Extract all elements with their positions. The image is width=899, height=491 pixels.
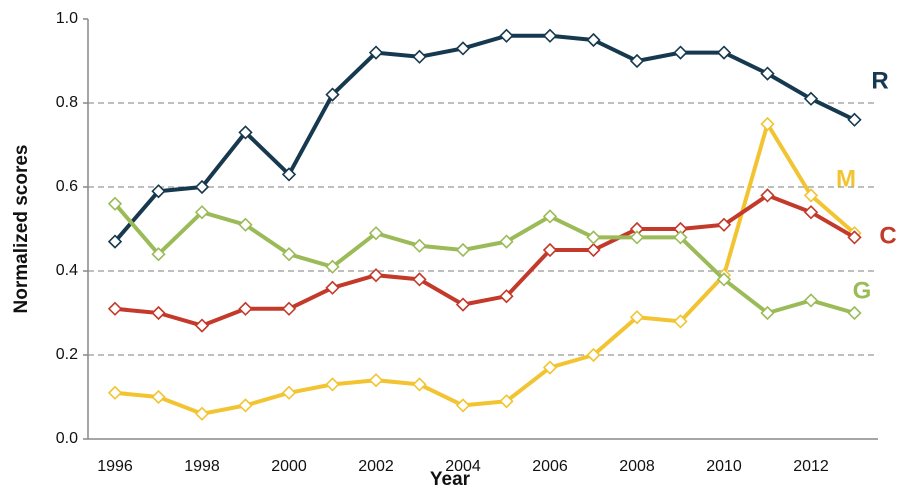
data-point [194, 318, 210, 333]
data-point [107, 301, 123, 316]
data-point [151, 184, 166, 199]
data-point [673, 230, 688, 245]
data-point [760, 66, 775, 81]
data-point [455, 297, 471, 312]
data-point [368, 268, 384, 283]
data-point [803, 293, 819, 308]
x-tick-label: 2000 [271, 458, 307, 475]
y-tick-label: 0.0 [56, 430, 78, 447]
data-point [368, 226, 384, 241]
data-point [803, 188, 819, 203]
data-point [412, 238, 427, 253]
data-point [803, 205, 819, 220]
data-point [716, 217, 732, 232]
data-point [455, 242, 471, 258]
data-point [194, 179, 210, 195]
data-point [194, 205, 210, 220]
series-label: C [879, 222, 896, 249]
y-tick-label: 0.8 [56, 94, 78, 111]
data-point [542, 28, 558, 43]
y-tick-label: 0.2 [56, 346, 78, 363]
data-point [716, 272, 732, 287]
y-tick-label: 0.4 [56, 262, 78, 279]
series-line [114, 193, 856, 328]
data-point [368, 373, 384, 388]
x-tick-label: 2008 [619, 458, 655, 475]
data-point [238, 398, 253, 413]
y-axis-title: Normalized scores [11, 145, 32, 314]
data-point [151, 305, 166, 321]
data-point [499, 234, 514, 249]
data-point [238, 125, 253, 140]
data-point [629, 53, 645, 69]
x-tick-label: 2002 [358, 458, 394, 475]
data-point [325, 280, 340, 295]
data-point [499, 289, 514, 304]
data-point [542, 209, 558, 224]
data-point [281, 301, 297, 316]
data-point [586, 32, 601, 48]
data-point [760, 188, 775, 203]
series-line [113, 202, 856, 315]
data-point [847, 112, 862, 127]
data-point [542, 360, 558, 375]
data-point [107, 234, 123, 249]
data-point [325, 259, 340, 274]
data-point [238, 217, 253, 232]
data-point [412, 272, 427, 287]
data-point [629, 310, 645, 325]
x-tick-label: 1998 [184, 458, 220, 475]
x-tick-label: 1996 [97, 458, 133, 475]
x-tick-label: 2012 [793, 458, 829, 475]
data-point [325, 87, 340, 102]
y-tick-label: 0.6 [56, 178, 78, 195]
data-point [499, 394, 514, 409]
data-point [455, 41, 471, 56]
data-point [412, 49, 427, 64]
data-point [586, 242, 601, 258]
data-point [542, 242, 558, 258]
data-point [499, 28, 514, 43]
data-point [586, 230, 601, 245]
data-point [412, 377, 427, 392]
data-point [673, 314, 688, 329]
data-point [455, 398, 471, 413]
data-point [194, 406, 210, 421]
series-label: M [836, 165, 856, 192]
series-line [113, 33, 856, 243]
data-point [107, 196, 123, 211]
series-label: R [871, 67, 888, 94]
data-point [629, 230, 645, 245]
data-point [281, 167, 297, 182]
data-point [368, 45, 384, 60]
data-point [760, 116, 775, 132]
x-tick-label: 2004 [445, 458, 481, 475]
data-point [281, 247, 297, 262]
data-point [586, 347, 601, 363]
data-point [151, 247, 166, 262]
x-tick-label: 2010 [706, 458, 742, 475]
data-point [716, 45, 732, 60]
data-point [847, 305, 862, 321]
data-point [107, 385, 123, 400]
data-point [325, 377, 340, 392]
data-point [238, 301, 253, 316]
data-point [760, 305, 775, 321]
data-point [673, 45, 688, 60]
data-point [281, 385, 297, 400]
x-tick-label: 2006 [532, 458, 568, 475]
data-point [847, 230, 862, 245]
series-line [114, 122, 856, 416]
data-point [803, 91, 819, 106]
series-label: G [853, 277, 872, 304]
data-point [151, 389, 166, 405]
y-tick-label: 1.0 [56, 10, 78, 27]
x-axis-title: Year [430, 469, 471, 490]
